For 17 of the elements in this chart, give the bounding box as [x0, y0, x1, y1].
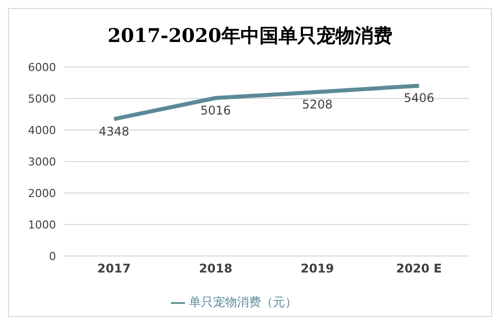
- y-tick-label: 5000: [28, 92, 56, 106]
- data-label: 4348: [98, 124, 130, 139]
- y-tick-label: 6000: [28, 60, 56, 74]
- y-tick-label: 0: [49, 250, 56, 263]
- chart-title: 2017-2020年中国单只宠物消费: [106, 24, 394, 49]
- y-tick-label: 1000: [28, 218, 56, 232]
- x-tick-label: 2017: [97, 262, 131, 276]
- data-label: 5016: [200, 104, 231, 118]
- y-tick-label: 3000: [28, 155, 56, 168]
- data-label: 5208: [302, 97, 333, 112]
- x-tick-label: 2020 E: [396, 262, 442, 276]
- data-label: 5406: [404, 91, 434, 106]
- legend-label: 单只宠物消费（元）: [189, 295, 297, 309]
- x-tick-label: 2019: [300, 262, 334, 276]
- y-tick-label: 4000: [28, 124, 56, 137]
- x-tick-label: 2018: [198, 262, 232, 276]
- y-tick-label: 2000: [28, 186, 56, 200]
